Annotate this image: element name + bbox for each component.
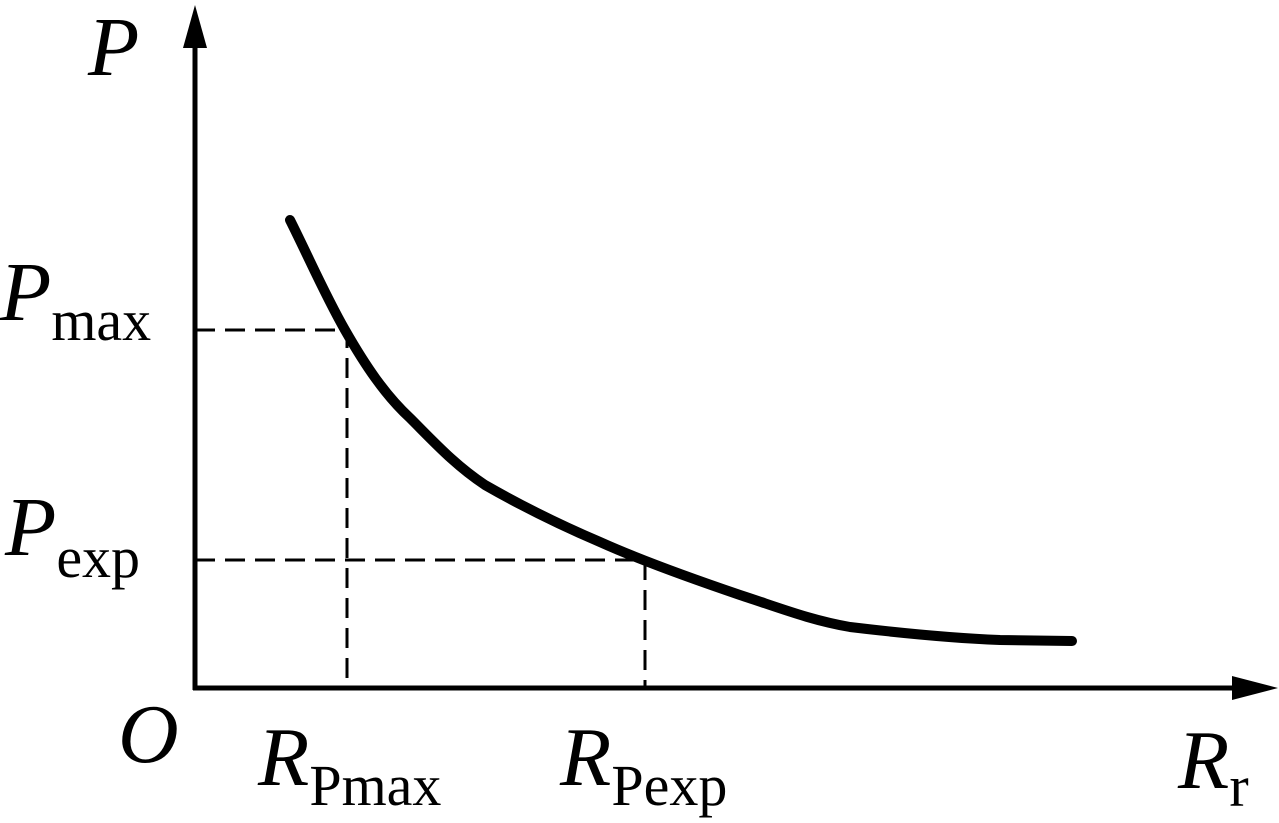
pexp-guide [195, 558, 647, 688]
label-main: R [1177, 714, 1229, 807]
label-sub: Pexp [611, 753, 727, 818]
y-axis-arrow [183, 5, 207, 48]
label-sub: max [51, 288, 151, 353]
rpexp-label: RPexp [559, 711, 727, 818]
x-axis-label: Rr [1177, 714, 1249, 819]
pexp-label: Pexp [4, 481, 140, 590]
x-axis-arrow [1232, 676, 1278, 700]
rpmax-label: RPmax [257, 711, 441, 818]
label-main: P [0, 246, 51, 339]
label-main: R [257, 711, 309, 804]
label-main: P [4, 481, 56, 574]
label-sub: r [1229, 754, 1248, 819]
label-main: R [559, 711, 611, 804]
origin-label: O [118, 688, 179, 781]
label-sub: Pmax [309, 753, 441, 818]
label-sub: exp [56, 525, 140, 590]
curve [285, 215, 1077, 646]
y-axis-label: P [87, 1, 139, 94]
pmax-label: Pmax [0, 246, 151, 353]
pmax-guide [195, 328, 349, 688]
